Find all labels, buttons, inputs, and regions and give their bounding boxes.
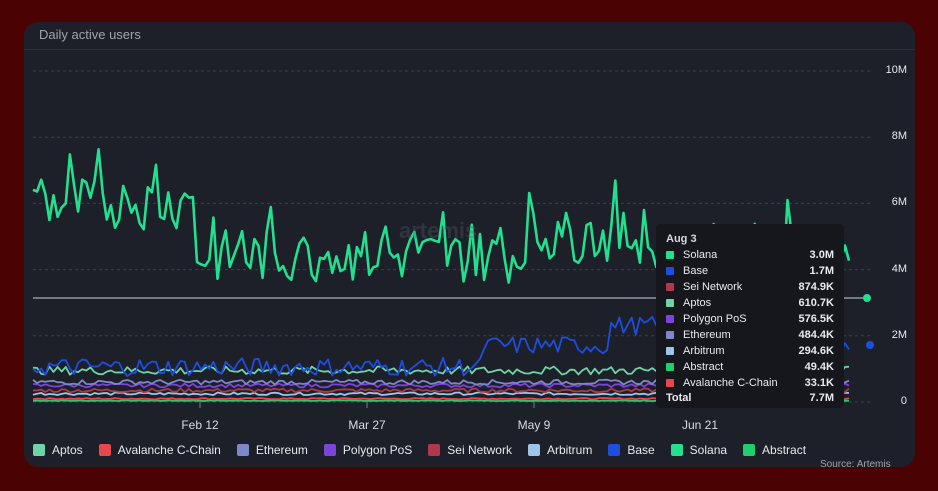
legend-label: Ethereum — [255, 443, 308, 457]
chart-card: Daily active users artemis 0 2M 4M 6M 8M 10M … — [24, 22, 915, 467]
tooltip-swatch — [666, 267, 674, 275]
legend-swatch — [98, 444, 111, 456]
legend-swatch — [527, 444, 540, 456]
tooltip-row: Solana 3.0M — [666, 248, 834, 262]
tooltip-series-name: Base — [683, 265, 709, 277]
tooltip-swatch — [666, 363, 674, 371]
tooltip-row: Abstract 49.4K — [666, 360, 834, 374]
tooltip-series-value: 33.1K — [804, 377, 834, 389]
y-tick-label: 4M — [891, 262, 907, 275]
legend-swatch — [608, 444, 621, 456]
source-note: Source: Artemis — [820, 459, 891, 467]
tooltip-series-value: 874.9K — [798, 281, 834, 293]
legend-item[interactable]: Abstract — [743, 443, 806, 457]
tooltip-row: Avalanche C-Chain 33.1K — [666, 376, 834, 390]
tooltip-series-value: 484.4K — [798, 329, 834, 341]
tooltip-series-value: 294.6K — [798, 345, 834, 357]
y-tick-label: 8M — [891, 130, 907, 143]
legend-label: Sei Network — [447, 443, 512, 457]
x-tick-label: May 9 — [517, 418, 551, 432]
x-tick-label: Mar 27 — [348, 418, 386, 432]
x-tick-label: Feb 12 — [181, 418, 219, 432]
y-tick-label: 6M — [891, 196, 907, 209]
tooltip-series-value: 576.5K — [798, 313, 834, 325]
tooltip-row: Base 1.7M — [666, 264, 834, 278]
legend-label: Arbitrum — [546, 443, 593, 457]
legend-swatch — [428, 444, 441, 456]
tooltip-series-value: 610.7K — [798, 297, 834, 309]
hover-point-solana — [863, 294, 871, 302]
tooltip-series-name: Ethereum — [683, 329, 731, 341]
tooltip-row: Arbitrum 294.6K — [666, 344, 834, 358]
legend-label: Abstract — [762, 443, 807, 457]
tooltip-row: Ethereum 484.4K — [666, 328, 834, 342]
legend-item[interactable]: Ethereum — [236, 443, 308, 457]
legend-label: Base — [627, 443, 655, 457]
tooltip-swatch — [666, 315, 674, 323]
tooltip-series-name: Avalanche C-Chain — [683, 377, 778, 389]
tooltip-series-name: Solana — [683, 249, 718, 261]
legend-item[interactable]: Solana — [670, 443, 728, 457]
tooltip-swatch — [666, 283, 674, 291]
chart-title: Daily active users — [39, 27, 141, 42]
y-tick-label: 2M — [891, 328, 907, 341]
legend-label: Aptos — [52, 443, 83, 457]
tooltip-date: Aug 3 — [666, 233, 697, 245]
y-tick-label: 0 — [900, 395, 907, 407]
tooltip-swatch — [666, 379, 674, 387]
tooltip-swatch — [666, 347, 674, 355]
tooltip-series-name: Arbitrum — [683, 345, 725, 357]
hover-point-base — [866, 341, 874, 349]
legend-item[interactable]: Aptos — [33, 443, 83, 457]
legend-item[interactable]: Sei Network — [428, 443, 512, 457]
legend-item[interactable]: Base — [608, 443, 655, 457]
tooltip-series-value: 49.4K — [804, 361, 834, 373]
legend-label: Polygon PoS — [342, 443, 413, 457]
tooltip-total-row: Total 7.7M — [666, 392, 834, 404]
legend-label: Solana — [689, 443, 728, 457]
tooltip-series-value: 1.7M — [809, 265, 834, 277]
legend-label: Avalanche C-Chain — [117, 443, 221, 457]
tooltip-row: Aptos 610.7K — [666, 296, 834, 310]
tooltip-series-name: Aptos — [683, 297, 712, 309]
tooltip-row: Sei Network 874.9K — [666, 280, 834, 294]
legend-swatch — [323, 444, 336, 456]
tooltip-swatch — [666, 251, 674, 259]
legend-swatch — [743, 444, 756, 456]
tooltip-series-value: 3.0M — [809, 249, 834, 261]
legend-swatch — [236, 444, 249, 456]
chart-legend: Aptos Avalanche C-Chain Ethereum Polygon Po… — [33, 443, 822, 457]
title-divider — [24, 49, 915, 50]
x-tick-label: Jun 21 — [681, 418, 719, 432]
tooltip-total-value: 7.7M — [809, 392, 834, 404]
y-tick-label: 10M — [885, 64, 907, 76]
legend-item[interactable]: Avalanche C-Chain — [98, 443, 221, 457]
tooltip-row: Polygon PoS 576.5K — [666, 312, 834, 326]
artemis-watermark: artemis — [399, 218, 478, 243]
tooltip-total-label: Total — [666, 392, 692, 404]
tooltip-swatch — [666, 299, 674, 307]
legend-swatch — [33, 444, 45, 456]
legend-swatch — [670, 444, 683, 456]
tooltip-series-name: Polygon PoS — [683, 313, 747, 325]
legend-item[interactable]: Arbitrum — [527, 443, 593, 457]
hover-tooltip: Aug 3 Solana 3.0M Base 1.7M Sei Network 874.9… — [656, 224, 844, 408]
tooltip-swatch — [666, 331, 674, 339]
tooltip-series-name: Sei Network — [683, 281, 743, 293]
legend-item[interactable]: Polygon PoS — [323, 443, 413, 457]
tooltip-series-name: Abstract — [683, 361, 724, 373]
